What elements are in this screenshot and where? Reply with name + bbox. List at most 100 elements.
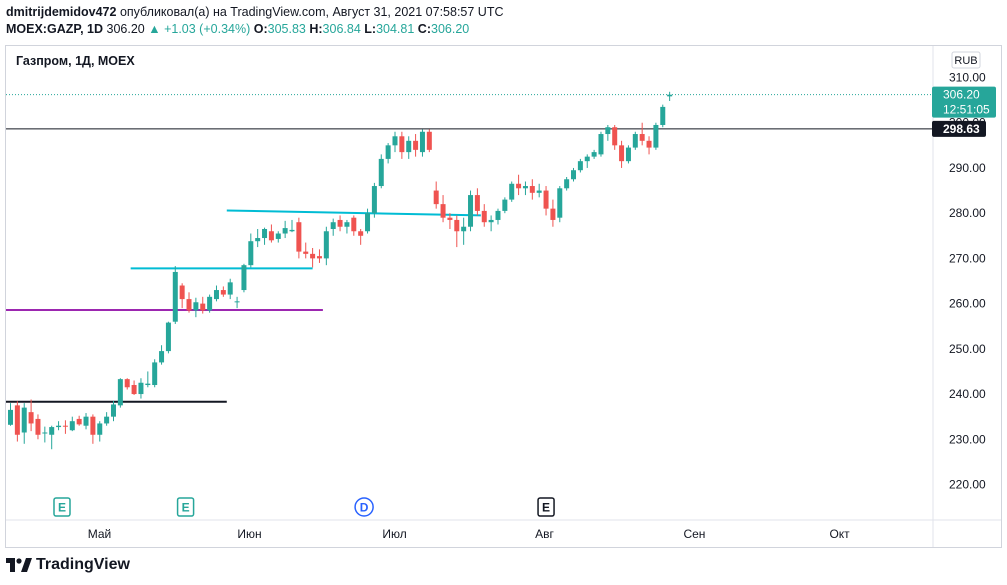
candle[interactable] — [577, 158, 583, 173]
candle[interactable] — [371, 182, 377, 218]
candle[interactable] — [351, 215, 357, 236]
candle[interactable] — [461, 217, 467, 245]
candlestick-chart[interactable]: E E D E RUB 220.00 230.00 240.00 250.00 260.00 27… — [6, 46, 1001, 547]
candle[interactable] — [667, 91, 673, 101]
candle[interactable] — [619, 140, 625, 168]
candle[interactable] — [323, 226, 329, 266]
candle[interactable] — [632, 131, 638, 150]
candle[interactable] — [213, 285, 219, 302]
candle[interactable] — [186, 292, 192, 313]
event-marker[interactable]: E — [176, 497, 195, 517]
candle[interactable] — [69, 416, 75, 432]
candle[interactable] — [337, 215, 343, 232]
candle[interactable] — [625, 145, 631, 164]
candle[interactable] — [282, 220, 288, 239]
candle[interactable] — [56, 421, 62, 431]
candle[interactable] — [564, 176, 570, 191]
candle[interactable] — [124, 378, 130, 390]
candle[interactable] — [303, 242, 309, 259]
candle[interactable] — [193, 297, 199, 318]
candle[interactable] — [454, 215, 460, 248]
candle[interactable] — [289, 219, 295, 233]
candle[interactable] — [138, 378, 144, 399]
candle[interactable] — [35, 414, 41, 440]
candle[interactable] — [358, 228, 364, 245]
candle[interactable] — [440, 195, 446, 223]
event-marker[interactable]: E — [53, 497, 71, 517]
candle[interactable] — [21, 403, 27, 444]
candle[interactable] — [255, 228, 261, 248]
candle[interactable] — [296, 217, 302, 259]
candle[interactable] — [241, 263, 247, 293]
candle[interactable] — [468, 190, 474, 232]
candle[interactable] — [488, 215, 494, 232]
candle[interactable] — [660, 104, 666, 128]
candle[interactable] — [310, 247, 316, 268]
candle[interactable] — [110, 400, 116, 422]
candle[interactable] — [447, 213, 453, 229]
candle[interactable] — [207, 294, 213, 313]
candle[interactable] — [159, 345, 165, 365]
candle[interactable] — [399, 131, 405, 159]
candle[interactable] — [385, 143, 391, 164]
candle[interactable] — [76, 415, 82, 426]
candle[interactable] — [220, 286, 226, 297]
chart-panel[interactable]: E E D E RUB 220.00 230.00 240.00 250.00 260.00 27… — [5, 45, 1002, 548]
author-name[interactable]: dmitrijdemidov472 — [6, 5, 117, 19]
candle[interactable] — [571, 167, 577, 182]
candle[interactable] — [529, 179, 535, 200]
candle[interactable] — [419, 129, 425, 157]
candle[interactable] — [275, 231, 281, 243]
tradingview-logo[interactable]: TradingView — [6, 556, 130, 574]
candle[interactable] — [557, 186, 563, 223]
candle[interactable] — [474, 188, 480, 216]
candle[interactable] — [378, 154, 384, 189]
candle[interactable] — [495, 208, 501, 225]
candle[interactable] — [97, 421, 103, 442]
candle[interactable] — [612, 124, 618, 150]
candle[interactable] — [227, 278, 233, 300]
candle[interactable] — [179, 283, 185, 309]
candle[interactable] — [584, 154, 590, 168]
candle[interactable] — [131, 380, 137, 395]
event-marker[interactable]: D — [354, 497, 374, 517]
candle[interactable] — [117, 378, 123, 408]
candle[interactable] — [522, 181, 528, 196]
candle[interactable] — [426, 129, 432, 153]
candle[interactable] — [536, 183, 542, 198]
candle[interactable] — [509, 181, 515, 202]
candle[interactable] — [172, 266, 178, 324]
candle[interactable] — [165, 321, 171, 354]
trend-line[interactable] — [226, 209, 481, 217]
candle[interactable] — [639, 122, 645, 146]
candle[interactable] — [543, 186, 549, 216]
candle[interactable] — [646, 136, 652, 155]
candle[interactable] — [152, 359, 158, 388]
candle[interactable] — [653, 122, 659, 150]
event-marker[interactable]: E — [537, 497, 555, 517]
candle[interactable] — [42, 426, 48, 443]
candle[interactable] — [591, 149, 597, 159]
candle[interactable] — [200, 296, 206, 314]
candle[interactable] — [62, 420, 68, 434]
candle[interactable] — [605, 124, 611, 141]
candle[interactable] — [145, 371, 151, 388]
candle[interactable] — [248, 233, 254, 268]
candle[interactable] — [481, 204, 487, 227]
candle[interactable] — [516, 174, 522, 196]
candle[interactable] — [392, 131, 398, 153]
candle[interactable] — [49, 425, 55, 450]
candle[interactable] — [316, 249, 322, 263]
candle[interactable] — [8, 403, 13, 426]
candle[interactable] — [14, 401, 20, 442]
candle[interactable] — [550, 199, 556, 227]
candle[interactable] — [413, 134, 419, 157]
candle[interactable] — [234, 296, 240, 309]
candle[interactable] — [598, 131, 604, 157]
candle[interactable] — [433, 181, 439, 209]
candle[interactable] — [406, 136, 412, 159]
candle[interactable] — [365, 208, 371, 234]
candle[interactable] — [268, 224, 274, 243]
candle[interactable] — [83, 413, 89, 430]
candle[interactable] — [344, 219, 350, 234]
